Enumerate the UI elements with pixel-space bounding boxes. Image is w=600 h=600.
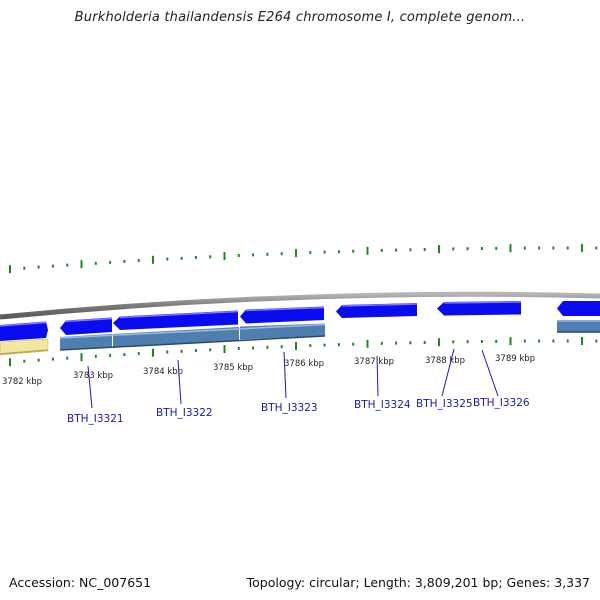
gene-labels: BTH_I3321 BTH_I3322 BTH_I3323 BTH_I3324 … <box>67 397 530 425</box>
scale-labels: 3782 kbp 3783 kbp 3784 kbp 3785 kbp 3786… <box>2 354 535 387</box>
scale-label: 3782 kbp <box>2 377 42 387</box>
scale-label: 3787 kbp <box>354 357 394 367</box>
gene-arrow-bth-i3324[interactable] <box>336 303 417 318</box>
gene-arrow[interactable] <box>0 321 48 342</box>
topology-summary: Topology: circular; Length: 3,809,201 bp… <box>246 575 590 590</box>
scale-label: 3786 kbp <box>284 359 324 369</box>
gene-label-bth-i3322[interactable]: BTH_I3322 <box>156 407 213 419</box>
gene-arrow-track <box>0 301 600 341</box>
scale-label: 3785 kbp <box>213 363 253 373</box>
gene-label-bth-i3323[interactable]: BTH_I3323 <box>261 402 318 414</box>
gene-arrow-bth-i3325[interactable] <box>437 301 521 316</box>
gene-label-bth-i3326[interactable]: BTH_I3326 <box>473 397 530 409</box>
cds-bar-bth-i3322[interactable] <box>113 327 239 347</box>
gene-label-bth-i3321[interactable]: BTH_I3321 <box>67 413 124 425</box>
map-title: Burkholderia thailandensis E264 chromoso… <box>74 10 526 25</box>
gene-arrow-bth-i3322[interactable] <box>113 310 238 331</box>
gene-label-bth-i3325[interactable]: BTH_I3325 <box>416 398 473 410</box>
accession-text: Accession: NC_007651 <box>9 575 152 590</box>
scale-label: 3784 kbp <box>143 367 183 377</box>
gene-label-bth-i3324[interactable]: BTH_I3324 <box>354 399 411 411</box>
gene-arrow-bth-i3321[interactable] <box>60 317 112 336</box>
gene-arrow-bth-i3323[interactable] <box>240 306 324 324</box>
cds-track <box>0 320 600 356</box>
gene-leader-lines <box>87 348 499 409</box>
inner-tick-ring <box>9 337 598 367</box>
cds-bar-right-edge[interactable] <box>557 320 600 332</box>
scale-label: 3788 kbp <box>425 356 465 366</box>
scale-label: 3783 kbp <box>73 371 113 381</box>
gene-arrow-right-edge[interactable] <box>557 301 600 316</box>
chromosome-backbone <box>0 291 600 320</box>
outer-tick-ring <box>9 244 598 274</box>
scale-label: 3789 kbp <box>495 354 535 364</box>
